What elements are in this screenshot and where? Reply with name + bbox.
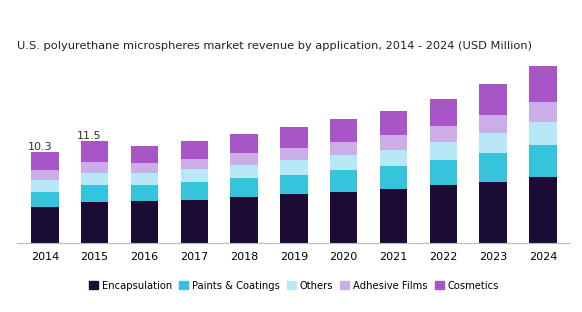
Bar <box>280 148 308 160</box>
Bar <box>330 142 357 155</box>
Bar <box>180 182 208 200</box>
Bar <box>180 200 208 243</box>
Bar <box>430 159 457 185</box>
Bar <box>480 115 507 133</box>
Bar <box>529 178 556 243</box>
Bar <box>529 102 556 122</box>
Bar <box>280 175 308 194</box>
Text: 11.5: 11.5 <box>77 131 102 141</box>
Bar <box>180 141 208 159</box>
Bar <box>81 202 108 243</box>
Bar <box>131 146 158 163</box>
Bar <box>230 165 258 178</box>
Bar <box>330 170 357 192</box>
Bar <box>330 192 357 243</box>
Bar <box>81 185 108 202</box>
Bar <box>529 122 556 145</box>
Bar <box>131 202 158 243</box>
Bar <box>380 110 407 135</box>
Bar <box>430 142 457 159</box>
Legend: Encapsulation, Paints & Coatings, Others, Adhesive Films, Cosmetics: Encapsulation, Paints & Coatings, Others… <box>84 276 503 295</box>
Bar <box>131 184 158 202</box>
Bar <box>131 173 158 184</box>
Bar <box>81 173 108 185</box>
Bar <box>380 150 407 166</box>
Bar <box>430 185 457 243</box>
Bar <box>31 152 59 170</box>
Bar <box>480 84 507 115</box>
Bar <box>81 162 108 173</box>
Bar <box>180 169 208 182</box>
Bar <box>330 155 357 170</box>
Bar <box>380 189 407 243</box>
Bar <box>280 160 308 175</box>
Bar <box>430 126 457 142</box>
Bar <box>430 99 457 126</box>
Bar <box>280 127 308 148</box>
Bar <box>280 194 308 243</box>
Bar <box>180 159 208 169</box>
Bar <box>380 166 407 189</box>
Bar <box>31 207 59 243</box>
Text: 10.3: 10.3 <box>27 142 52 152</box>
Bar <box>81 141 108 162</box>
Bar <box>31 192 59 207</box>
Bar <box>529 66 556 102</box>
Bar <box>230 178 258 197</box>
Bar <box>131 163 158 173</box>
Text: U.S. polyurethane microspheres market revenue by application, 2014 - 2024 (USD M: U.S. polyurethane microspheres market re… <box>17 41 533 51</box>
Bar <box>380 135 407 150</box>
Bar <box>31 170 59 180</box>
Bar <box>330 119 357 142</box>
Bar <box>31 180 59 192</box>
Bar <box>480 133 507 153</box>
Bar <box>480 153 507 182</box>
Bar <box>230 134 258 153</box>
Bar <box>529 145 556 178</box>
Bar <box>230 197 258 243</box>
Bar <box>480 182 507 243</box>
Bar <box>230 153 258 165</box>
